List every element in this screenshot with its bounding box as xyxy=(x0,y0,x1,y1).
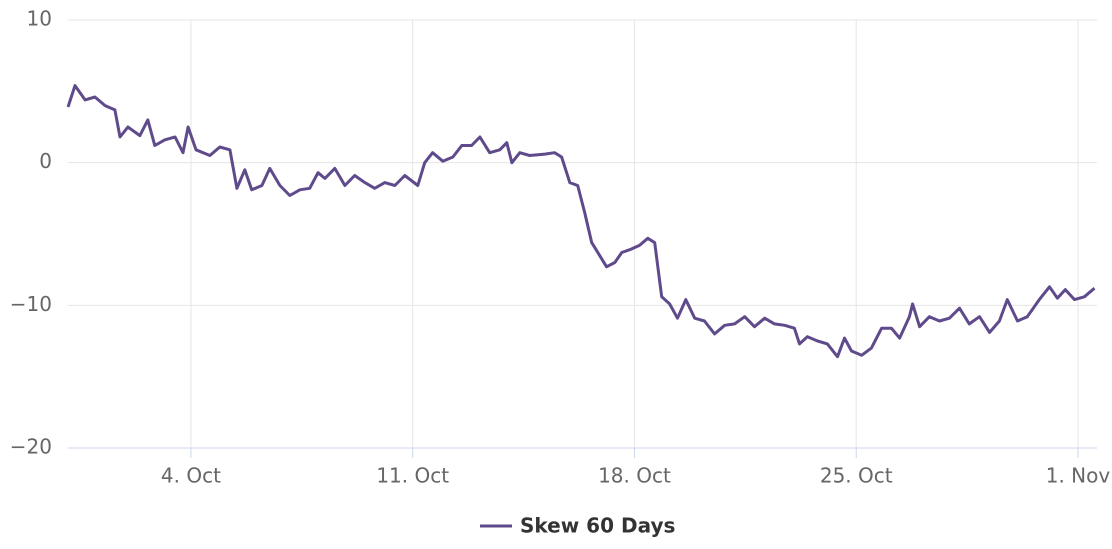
data-line xyxy=(66,84,1096,359)
legend-label: Skew 60 Days xyxy=(520,514,675,538)
x-tick-label: 4. Oct xyxy=(161,464,221,488)
y-tick-label: −20 xyxy=(10,435,52,459)
x-tick-label: 11. Oct xyxy=(376,464,449,488)
y-tick-label: 10 xyxy=(27,7,52,31)
x-tick-label: 1. Nov xyxy=(1046,464,1111,488)
y-tick-label: −10 xyxy=(10,292,52,316)
x-tick-label: 18. Oct xyxy=(598,464,671,488)
y-tick-label: 0 xyxy=(39,149,52,173)
x-tick-label: 25. Oct xyxy=(820,464,893,488)
